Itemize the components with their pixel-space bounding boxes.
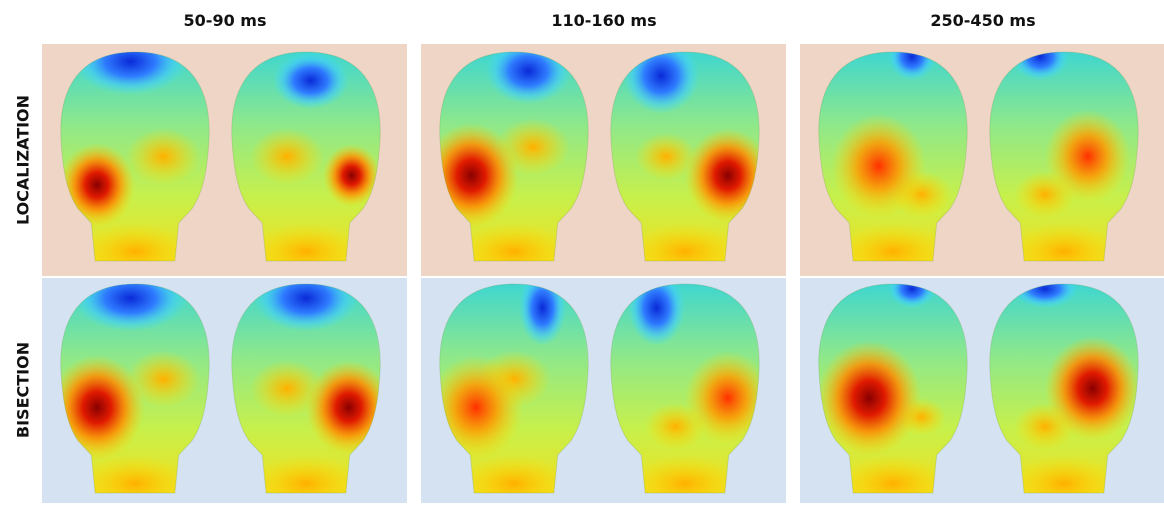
head-red: [1045, 336, 1140, 441]
row-label: BISECTION: [14, 342, 33, 438]
row-label: LOCALIZATION: [14, 95, 33, 225]
head-yellow: [250, 128, 324, 185]
head-blue: [273, 52, 349, 109]
head-red: [1045, 109, 1131, 203]
column-title: 110-160 ms: [551, 11, 656, 30]
head-red: [831, 114, 926, 219]
column-title: 250-450 ms: [930, 11, 1035, 30]
head-yellow: [126, 128, 200, 185]
figure: 50-90 ms 110-160 ms 250-450 ms LOCALIZAT…: [0, 0, 1164, 503]
column-title: 50-90 ms: [184, 11, 267, 30]
